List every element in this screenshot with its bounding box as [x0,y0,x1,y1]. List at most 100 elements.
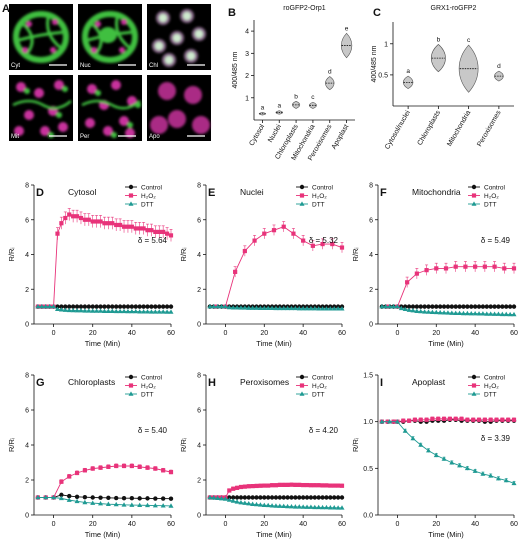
data-point [82,308,88,313]
data-point [511,480,517,486]
chart-title: Chloroplasts [68,377,115,387]
data-point [471,391,477,396]
data-point [152,309,158,314]
data-point [67,212,72,217]
data-point [328,495,333,500]
chlorophyll-blob [192,116,210,134]
data-point [504,304,509,309]
data-point [137,496,142,501]
data-point [464,310,470,316]
data-point [430,416,435,421]
series-h2o2 [213,221,345,309]
y-tick-label: 8 [25,373,29,380]
data-point [109,308,115,313]
data-point [312,483,317,488]
data-point [153,229,158,235]
data-point [238,484,244,490]
data-point [160,503,166,508]
data-point [476,304,482,309]
data-point [499,311,505,317]
data-point [495,311,501,316]
category-label: Nuclei [267,123,283,144]
data-point [273,503,279,508]
data-point [441,456,447,461]
data-point [297,482,302,487]
cell-outline [13,11,69,63]
data-point [387,419,393,424]
data-point [461,304,466,309]
data-point [149,304,154,309]
significance-letter: e [345,25,349,32]
data-point [250,501,256,506]
data-point [429,309,435,314]
data-point [304,504,310,509]
gfp-strand [12,99,72,110]
tile-label: Nuc [80,63,91,69]
data-point [335,505,341,510]
data-point [242,500,248,505]
legend-label: Control [484,184,506,191]
panel-letter: I [380,377,383,389]
data-point [35,494,41,500]
data-point [464,465,470,471]
data-point [418,304,423,309]
data-point [101,308,107,313]
x-tick-label: 20 [260,521,268,528]
data-point [207,494,213,500]
data-point [316,495,321,500]
data-point [327,505,333,510]
y-tick-label: 4 [197,443,201,450]
panel-letter: F [380,187,387,199]
data-point [98,219,103,224]
nucleus-blob [99,27,117,43]
chart-c: C GRX1-roGFP2 0.5 1 400/485 nm a Cytosol/nucle… [371,5,514,151]
y-axis-label: 400/485 nm [232,51,239,88]
data-point [246,484,251,489]
data-point [94,219,99,224]
data-point [141,226,146,231]
data-point [412,417,418,422]
data-point [234,499,240,504]
data-point [398,305,404,311]
data-point [78,215,84,221]
data-point [453,310,459,316]
organelle-dot [58,122,68,132]
data-point [316,483,321,488]
data-point [288,305,294,311]
panel-letter: D [36,187,44,199]
data-point [339,306,345,311]
data-point [502,266,507,271]
legend-label: DTT [484,391,497,398]
data-point [168,496,174,501]
data-point [58,307,64,312]
x-tick-label: 60 [510,330,518,337]
data-point [59,492,64,498]
y-axis-label: R/Rᵢ [351,438,360,452]
data-point [406,304,412,309]
organelle-dot [111,80,121,90]
data-point [281,495,286,500]
data-point [471,184,477,190]
data-point [234,305,240,310]
data-point [331,306,337,311]
data-point [277,305,283,311]
data-point [445,310,451,315]
plastid-dot [26,21,32,27]
data-point [246,501,252,506]
organelle-dot [87,84,97,94]
data-point [105,501,111,506]
data-point [254,483,259,489]
data-point [51,304,57,309]
micrograph-tile: Mit [9,75,73,141]
organelle-dot [14,126,24,136]
organelle-dot [85,118,95,128]
data-point [460,310,466,316]
data-point [414,304,420,309]
legend-label: DTT [141,201,154,208]
data-point [402,428,408,433]
series-dtt [379,419,517,486]
data-point [300,504,306,509]
data-point [35,304,41,309]
series-line [381,421,515,484]
data-point [299,374,305,380]
